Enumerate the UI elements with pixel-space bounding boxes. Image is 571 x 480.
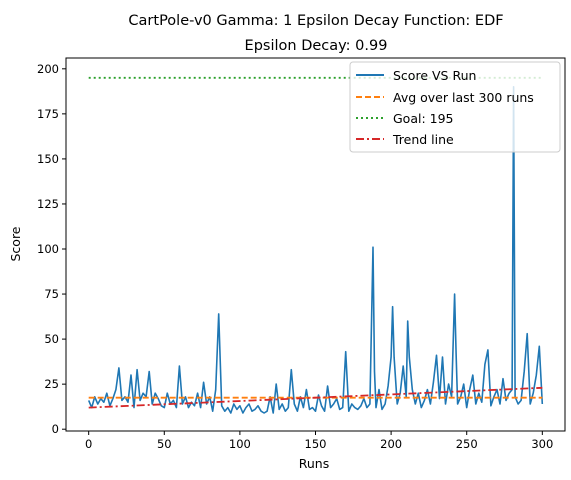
y-tick-label: 100 <box>37 242 59 256</box>
x-tick-label: 0 <box>85 437 92 451</box>
score-series-line <box>87 86 544 414</box>
legend-label-goal: Goal: 195 <box>393 111 454 126</box>
y-tick-label: 125 <box>37 197 59 211</box>
legend-box <box>349 61 561 153</box>
x-tick-label: 150 <box>305 437 327 451</box>
chart-title-line2: Epsilon Decay: 0.99 <box>245 38 388 54</box>
y-tick-label: 200 <box>37 62 59 76</box>
y-tick-label: 150 <box>37 152 59 166</box>
legend-label-score: Score VS Run <box>393 68 476 83</box>
trend-line <box>88 386 543 409</box>
x-tick-label: 250 <box>456 437 478 451</box>
x-axis-label: Runs <box>299 456 329 471</box>
x-tick-label: 200 <box>380 437 402 451</box>
x-tick-label: 300 <box>531 437 553 451</box>
chart-title-line1: CartPole-v0 Gamma: 1 Epsilon Decay Funct… <box>128 13 503 29</box>
y-tick-label: 175 <box>37 107 59 121</box>
x-axis: 0 50 100 150 200 250 300 <box>85 431 553 451</box>
x-tick-label: 50 <box>157 437 172 451</box>
y-axis: 0 25 50 75 100 125 150 175 200 <box>37 62 66 436</box>
y-tick-label: 0 <box>52 422 59 436</box>
legend-label-avg: Avg over last 300 runs <box>393 90 534 105</box>
y-axis-label: Score <box>8 226 23 261</box>
legend: Score VS Run Avg over last 300 runs Goal… <box>349 61 561 153</box>
y-tick-label: 25 <box>44 377 59 391</box>
x-tick-label: 100 <box>229 437 251 451</box>
y-tick-label: 75 <box>44 287 59 301</box>
legend-label-trend: Trend line <box>392 132 454 147</box>
plot-area <box>87 76 544 414</box>
y-tick-label: 50 <box>44 332 59 346</box>
